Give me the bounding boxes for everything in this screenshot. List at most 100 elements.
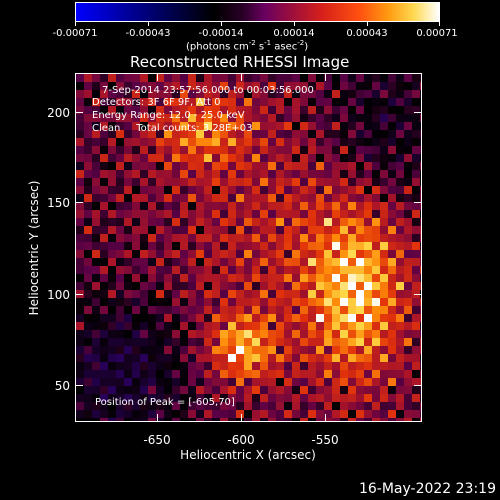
image-pixel [204, 114, 212, 122]
image-pixel [380, 338, 388, 346]
image-pixel [228, 82, 236, 90]
image-pixel [132, 394, 140, 402]
image-pixel [164, 170, 172, 178]
image-pixel [92, 402, 100, 410]
image-pixel [172, 162, 180, 170]
image-pixel [84, 386, 92, 394]
image-pixel [132, 402, 140, 410]
image-pixel [212, 322, 220, 330]
image-pixel [324, 210, 332, 218]
image-pixel [396, 146, 404, 154]
image-pixel [76, 106, 84, 114]
image-pixel [332, 298, 340, 306]
image-pixel [388, 258, 396, 266]
image-pixel [132, 378, 140, 386]
image-pixel [108, 418, 116, 421]
image-pixel [212, 418, 220, 421]
image-pixel [404, 74, 412, 82]
image-pixel [228, 258, 236, 266]
image-pixel [340, 378, 348, 386]
image-pixel [396, 314, 404, 322]
image-pixel [404, 234, 412, 242]
image-pixel [300, 410, 308, 418]
image-pixel [412, 210, 420, 218]
image-pixel [140, 386, 148, 394]
image-pixel [388, 394, 396, 402]
y-tick [414, 112, 422, 113]
x-tick [157, 73, 158, 81]
image-pixel [260, 402, 268, 410]
image-pixel [364, 226, 372, 234]
image-pixel [308, 354, 316, 362]
image-pixel [260, 346, 268, 354]
image-pixel [340, 202, 348, 210]
image-pixel [380, 170, 388, 178]
image-pixel [204, 314, 212, 322]
image-pixel [132, 234, 140, 242]
image-pixel [84, 194, 92, 202]
image-pixel [76, 202, 84, 210]
image-pixel [156, 338, 164, 346]
image-pixel [148, 154, 156, 162]
image-pixel [92, 282, 100, 290]
image-pixel [172, 146, 180, 154]
image-pixel [404, 282, 412, 290]
image-pixel [252, 138, 260, 146]
image-pixel [252, 314, 260, 322]
image-pixel [220, 82, 228, 90]
image-pixel [236, 378, 244, 386]
image-pixel [292, 234, 300, 242]
image-pixel [340, 410, 348, 418]
image-pixel [92, 242, 100, 250]
image-pixel [116, 90, 124, 98]
image-pixel [276, 98, 284, 106]
image-pixel [92, 370, 100, 378]
image-pixel [356, 178, 364, 186]
image-pixel [364, 378, 372, 386]
image-pixel [332, 354, 340, 362]
image-pixel [100, 162, 108, 170]
image-pixel [332, 186, 340, 194]
image-pixel [100, 194, 108, 202]
image-pixel [420, 330, 421, 338]
image-pixel [148, 202, 156, 210]
image-pixel [348, 170, 356, 178]
image-pixel [396, 114, 404, 122]
image-pixel [228, 74, 236, 82]
image-pixel [92, 146, 100, 154]
image-pixel [180, 370, 188, 378]
image-pixel [268, 250, 276, 258]
image-pixel [204, 338, 212, 346]
image-pixel [92, 250, 100, 258]
image-pixel [276, 226, 284, 234]
image-pixel [380, 330, 388, 338]
image-pixel [412, 418, 420, 421]
image-pixel [164, 114, 172, 122]
image-pixel [172, 362, 180, 370]
image-pixel [92, 82, 100, 90]
image-pixel [260, 114, 268, 122]
image-pixel [180, 194, 188, 202]
image-pixel [140, 226, 148, 234]
image-pixel [180, 114, 188, 122]
image-pixel [300, 106, 308, 114]
image-pixel [324, 186, 332, 194]
image-pixel [132, 106, 140, 114]
y-tick-label: 50 [54, 379, 70, 393]
image-pixel [156, 266, 164, 274]
x-tick-label: -650 [143, 433, 171, 447]
image-pixel [356, 154, 364, 162]
image-pixel [196, 418, 204, 421]
image-pixel [372, 322, 380, 330]
image-pixel [188, 202, 196, 210]
image-pixel [316, 122, 324, 130]
image-pixel [364, 194, 372, 202]
image-pixel [164, 98, 172, 106]
image-pixel [132, 274, 140, 282]
image-pixel [172, 234, 180, 242]
image-pixel [324, 170, 332, 178]
image-pixel [164, 82, 172, 90]
image-pixel [84, 138, 92, 146]
image-pixel [92, 74, 100, 82]
image-pixel [412, 162, 420, 170]
